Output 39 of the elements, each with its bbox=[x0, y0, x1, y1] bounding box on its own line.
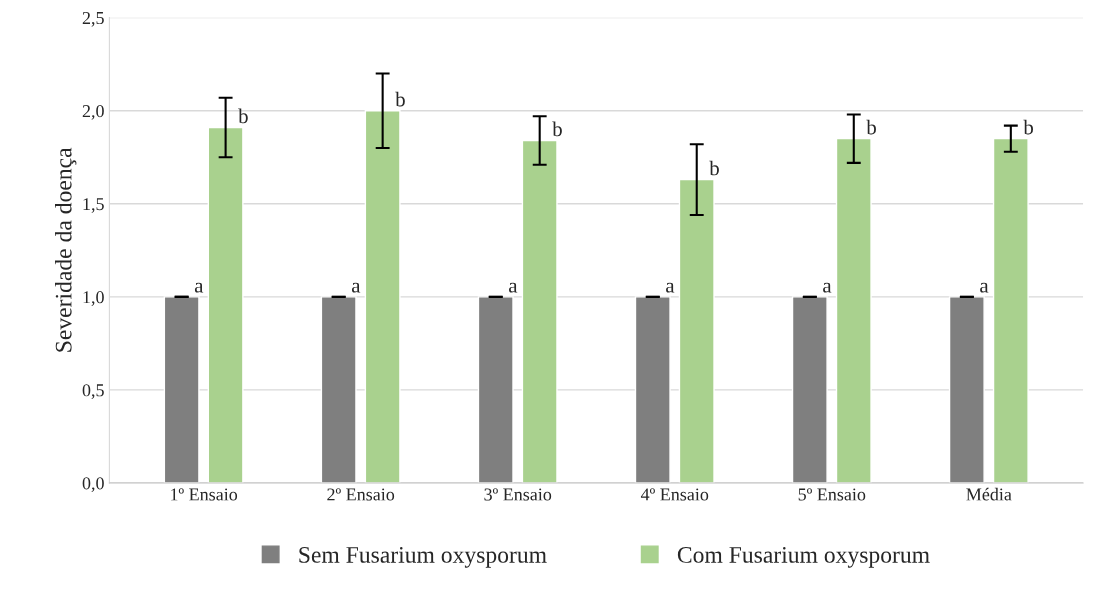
annotation: b bbox=[395, 91, 405, 107]
annotation: b bbox=[238, 108, 248, 124]
annotation: a bbox=[980, 282, 989, 293]
x-tick-label: 1º Ensaio bbox=[171, 488, 238, 501]
bar bbox=[992, 137, 1029, 483]
y-tick-label: 1,0 bbox=[83, 291, 104, 306]
annotation: a bbox=[666, 282, 675, 293]
annotation: b bbox=[709, 160, 719, 176]
annotation: b bbox=[552, 121, 562, 137]
bar bbox=[948, 296, 985, 483]
y-tick-label: 0,0 bbox=[82, 477, 104, 493]
bar bbox=[320, 296, 357, 483]
annotation: b bbox=[866, 119, 876, 135]
y-tick-label: 1,5 bbox=[83, 198, 104, 213]
bar bbox=[163, 296, 200, 483]
annotation: b bbox=[1023, 119, 1034, 135]
y-axis-title: Severidade da doença bbox=[55, 147, 77, 352]
annotation: a bbox=[351, 282, 361, 293]
bar bbox=[835, 137, 872, 483]
y-tick-label: 2,5 bbox=[82, 11, 104, 27]
bar bbox=[791, 296, 828, 483]
annotation: a bbox=[509, 282, 518, 293]
annotation: a bbox=[823, 282, 832, 293]
annotation: a bbox=[194, 282, 204, 293]
legend-label: Sem Fusarium oxysporum bbox=[299, 547, 547, 568]
bar bbox=[207, 126, 244, 483]
x-tick-label: 2º Ensaio bbox=[327, 488, 395, 501]
bar bbox=[477, 296, 514, 483]
x-tick-label: Média bbox=[966, 487, 1012, 501]
y-tick-label: 0,5 bbox=[82, 384, 104, 399]
bar bbox=[678, 178, 715, 483]
legend-label: Com Fusarium oxysporum bbox=[677, 547, 930, 568]
y-tick-label: 2,0 bbox=[82, 104, 104, 120]
bar bbox=[364, 110, 401, 483]
x-tick-label: 5º Ensaio bbox=[798, 488, 866, 501]
x-tick-label: 3º Ensaio bbox=[484, 488, 552, 501]
bar bbox=[634, 296, 671, 483]
x-tick-label: 4º Ensaio bbox=[640, 488, 709, 501]
bar bbox=[521, 139, 558, 483]
